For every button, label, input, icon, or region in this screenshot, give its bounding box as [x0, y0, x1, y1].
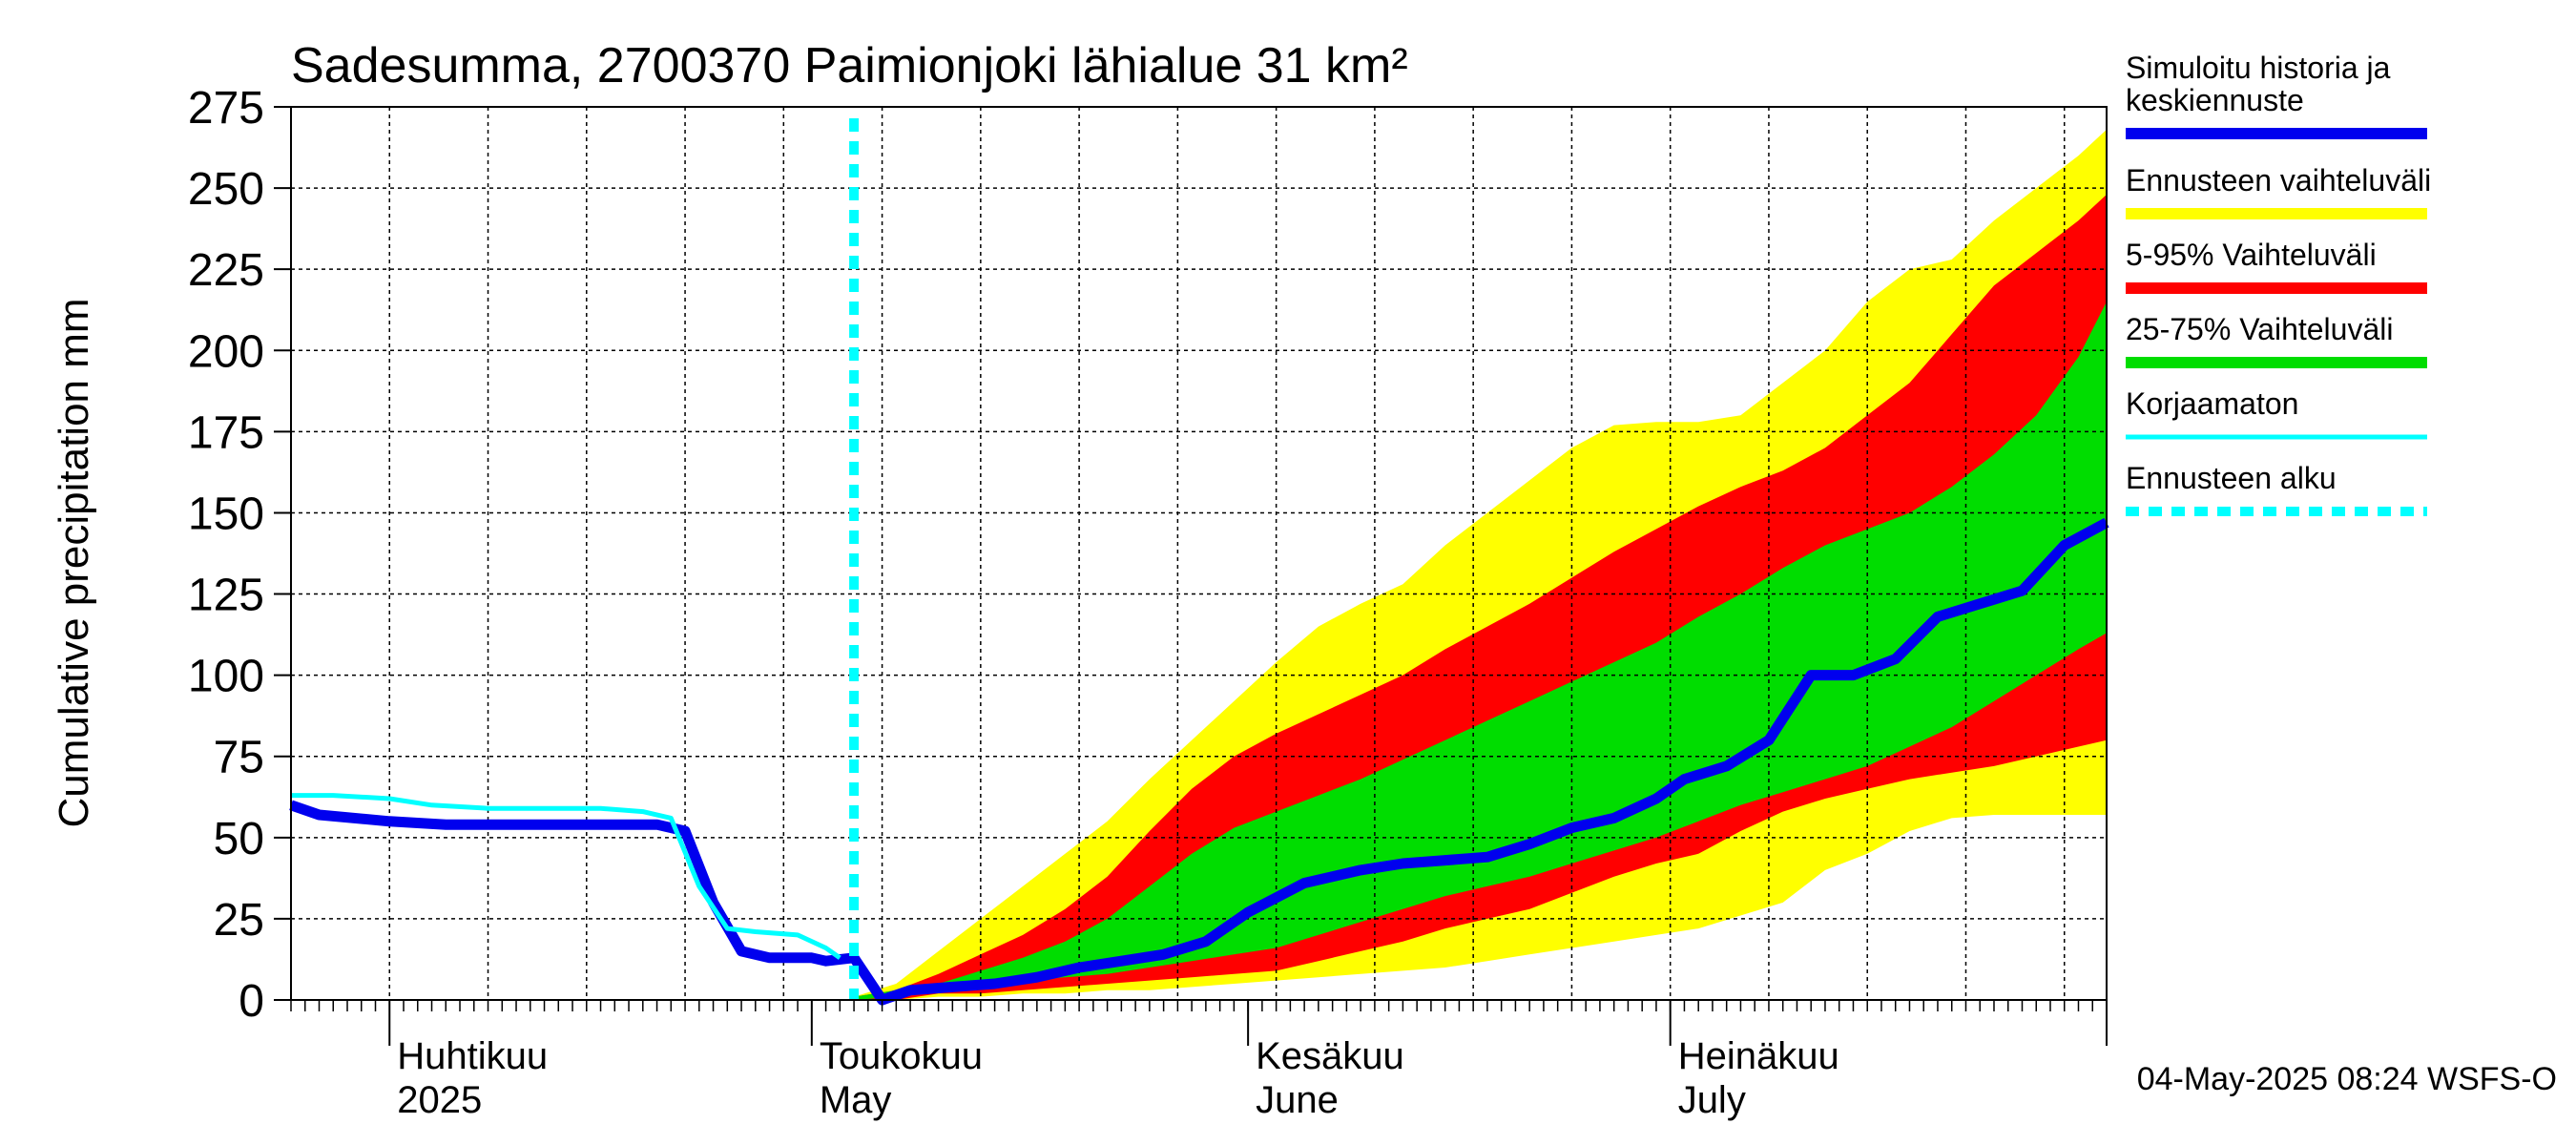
legend-label-0-b: keskiennuste: [2126, 83, 2304, 117]
y-tick-label-8: 200: [188, 326, 264, 377]
forecast-bands: [854, 129, 2107, 1001]
legend-item-4: Korjaamaton: [2126, 386, 2427, 440]
month-sublabel-0: 2025: [397, 1079, 482, 1121]
month-label-0: Huhtikuu: [397, 1035, 548, 1077]
y-tick-label-10: 250: [188, 164, 264, 215]
series-line-1: [291, 793, 841, 960]
series-lines: [289, 118, 2109, 1006]
month-label-1: Toukokuu: [820, 1035, 983, 1077]
y-axis-label: Cumulative precipitation mm: [51, 298, 97, 827]
legend-label-5: Ennusteen alku: [2126, 461, 2337, 495]
y-tick-label-2: 50: [214, 814, 264, 864]
legend-label-1: Ennusteen vaihteluväli: [2126, 163, 2431, 198]
plot-frame: [290, 106, 2108, 1001]
month-sublabel-2: June: [1256, 1079, 1339, 1121]
month-sublabel-1: May: [820, 1079, 892, 1121]
y-tick-label-3: 75: [214, 733, 264, 783]
y-tick-label-11: 275: [188, 83, 264, 134]
y-tick-label-9: 225: [188, 245, 264, 296]
y-tick-label-6: 150: [188, 489, 264, 539]
chart-title: Sadesumma, 2700370 Paimionjoki lähialue …: [291, 38, 1408, 94]
band-1: [854, 194, 2107, 1000]
legend-label-3: 25-75% Vaihteluväli: [2126, 312, 2393, 346]
y-tick-label-7: 175: [188, 407, 264, 458]
month-label-3: Heinäkuu: [1678, 1035, 1839, 1077]
y-tick-label-0: 0: [239, 976, 264, 1027]
legend-item-5: Ennusteen alku: [2126, 461, 2427, 516]
legend-item-2: 5-95% Vaihteluväli: [2126, 238, 2427, 294]
y-tick-label-5: 125: [188, 571, 264, 621]
footer-timestamp: 04-May-2025 08:24 WSFS-O: [2137, 1061, 2557, 1097]
month-label-2: Kesäkuu: [1256, 1035, 1404, 1077]
legend-item-1: Ennusteen vaihteluväli: [2126, 163, 2431, 219]
legend-item-3: 25-75% Vaihteluväli: [2126, 312, 2427, 368]
series-line-0: [289, 517, 2109, 1006]
y-tick-label-1: 25: [214, 895, 264, 946]
legend-label-2: 5-95% Vaihteluväli: [2126, 238, 2377, 272]
month-sublabel-3: July: [1678, 1079, 1746, 1121]
axes: 0 25 50 75 100 125 150 175 200 225 250 275 Huhtikuu2…: [188, 83, 2108, 1121]
legend-label-0: Simuloitu historia ja: [2126, 51, 2391, 85]
y-tick-label-4: 100: [188, 652, 264, 702]
legend-label-4: Korjaamaton: [2126, 386, 2298, 421]
